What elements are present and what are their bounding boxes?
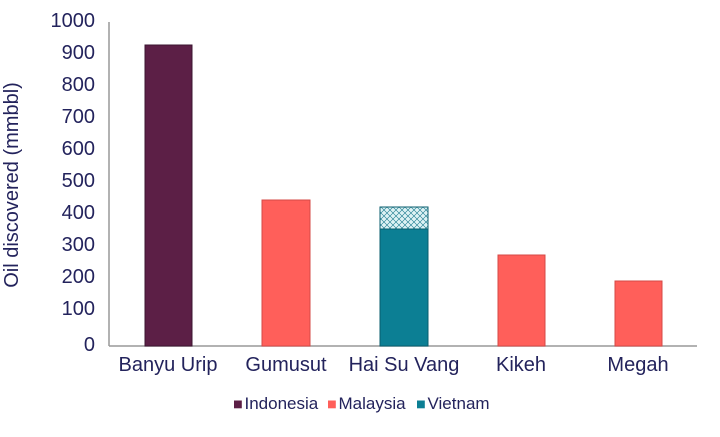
svg-text:500: 500 xyxy=(62,170,95,192)
svg-text:Indonesia: Indonesia xyxy=(245,394,319,413)
svg-text:Hai Su Vang: Hai Su Vang xyxy=(349,354,460,376)
svg-text:0: 0 xyxy=(84,334,95,356)
svg-text:Malaysia: Malaysia xyxy=(339,394,407,413)
svg-text:Oil discovered (mmbbl): Oil discovered (mmbbl) xyxy=(1,82,23,288)
svg-text:200: 200 xyxy=(62,266,95,288)
svg-text:Banyu Urip: Banyu Urip xyxy=(119,354,218,376)
svg-text:100: 100 xyxy=(62,298,95,320)
svg-text:300: 300 xyxy=(62,234,95,256)
svg-text:Megah: Megah xyxy=(607,354,668,376)
svg-text:800: 800 xyxy=(62,74,95,96)
svg-text:400: 400 xyxy=(62,202,95,224)
svg-text:700: 700 xyxy=(62,106,95,128)
svg-text:Kikeh: Kikeh xyxy=(496,354,546,376)
svg-text:Gumusut: Gumusut xyxy=(245,354,327,376)
svg-text:1000: 1000 xyxy=(51,10,96,32)
svg-text:900: 900 xyxy=(62,42,95,64)
svg-text:600: 600 xyxy=(62,138,95,160)
svg-text:Vietnam: Vietnam xyxy=(428,394,490,413)
